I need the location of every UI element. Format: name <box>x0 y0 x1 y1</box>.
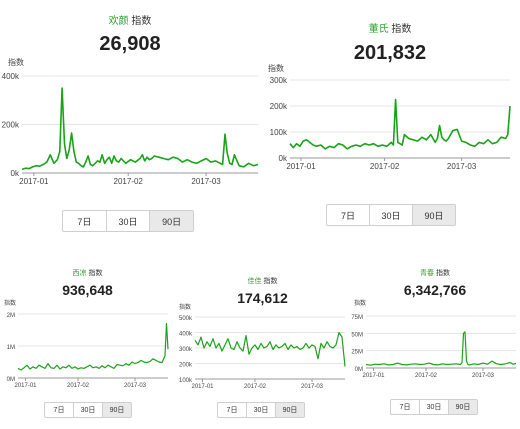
index-card-3: 佳佳 指数 174,612 指数 500k 400k 300k 200k 100k 2017-0… <box>175 262 350 429</box>
y-tick-label: 0k <box>279 154 288 163</box>
index-value: 936,648 <box>62 282 113 298</box>
y-tick-label: 0k <box>11 169 20 178</box>
index-value: 26,908 <box>99 33 161 55</box>
keyword-label: 青春 <box>420 270 435 277</box>
range-button-7d[interactable]: 7日 <box>218 403 247 417</box>
y-tick-label: 0M <box>355 367 363 373</box>
time-range-selector: 7日 30日 90日 <box>326 204 456 226</box>
range-button-90d[interactable]: 90日 <box>413 205 455 225</box>
x-tick-label: 2017-01 <box>14 383 37 389</box>
x-tick-label: 2017-03 <box>472 373 495 379</box>
x-tick-label: 2017-01 <box>362 373 385 379</box>
card-title: 董氏 指数 <box>260 20 520 35</box>
time-range-selector: 7日 30日 90日 <box>217 402 305 418</box>
x-tick-label: 2017-03 <box>301 384 324 390</box>
y-axis-label: 指数 <box>179 305 192 311</box>
x-tick-label: 2017-01 <box>286 162 316 171</box>
y-tick-label: 2M <box>7 313 15 319</box>
y-axis-label: 指数 <box>8 58 24 67</box>
x-tick-label: 2017-02 <box>370 162 400 171</box>
x-tick-label: 2017-03 <box>447 162 477 171</box>
range-button-90d[interactable]: 90日 <box>103 403 131 417</box>
series-line <box>289 98 511 150</box>
y-tick-label: 200k <box>2 121 20 130</box>
range-button-30d[interactable]: 30日 <box>247 403 276 417</box>
index-value: 6,342,766 <box>403 282 467 298</box>
range-button-30d[interactable]: 30日 <box>107 211 151 231</box>
y-tick-label: 300k <box>179 347 193 353</box>
x-tick-label: 2017-02 <box>67 383 90 389</box>
card-title: 青春 指数 <box>350 268 520 278</box>
index-value: 201,832 <box>353 42 427 64</box>
x-tick-label: 2017-03 <box>191 177 221 186</box>
y-tick-label: 200k <box>179 363 193 369</box>
x-tick-label: 2017-01 <box>19 177 49 186</box>
x-tick-label: 2017-02 <box>114 177 144 186</box>
index-card-2: 西凉 指数 936,648 指数 2M 1M 0M 2017-01 2017-02 2017-0… <box>0 262 175 429</box>
range-button-90d[interactable]: 90日 <box>150 211 193 231</box>
y-tick-label: 25M <box>351 350 363 356</box>
range-button-7d[interactable]: 7日 <box>327 205 370 225</box>
range-button-30d[interactable]: 30日 <box>420 400 449 414</box>
x-tick-label: 2017-02 <box>415 373 438 379</box>
index-value: 174,612 <box>237 290 288 306</box>
keyword-label: 西凉 <box>72 270 87 277</box>
keyword-label: 董氏 <box>368 24 389 35</box>
y-tick-label: 50M <box>351 332 363 338</box>
index-label: 指数 <box>435 270 450 277</box>
index-card-1: 董氏 指数 201,832 指数 300k 200k 100k 0k 2017-01 2017-… <box>260 0 520 240</box>
y-tick-label: 400k <box>179 332 193 338</box>
card-title: 佳佳 指数 <box>175 276 350 286</box>
series-line <box>365 331 517 366</box>
series-line <box>194 331 346 367</box>
range-button-90d[interactable]: 90日 <box>449 400 477 414</box>
y-tick-label: 100k <box>179 378 193 384</box>
y-tick-label: 1M <box>7 345 15 351</box>
y-tick-label: 500k <box>179 316 193 322</box>
index-label: 指数 <box>263 278 278 285</box>
range-button-30d[interactable]: 30日 <box>74 403 103 417</box>
series-line <box>21 87 259 171</box>
x-tick-label: 2017-03 <box>124 383 147 389</box>
card-title: 西凉 指数 <box>0 268 175 278</box>
y-tick-label: 400k <box>2 72 20 81</box>
y-axis-label: 指数 <box>4 301 17 307</box>
index-label: 指数 <box>131 16 152 27</box>
series-line <box>17 323 169 371</box>
range-button-90d[interactable]: 90日 <box>276 403 304 417</box>
y-axis-label: 指数 <box>354 301 367 307</box>
index-card-0: 欢颜 指数 26,908 指数 400k 200k 0k 2017-01 2017-02 201… <box>0 0 260 240</box>
x-tick-label: 2017-01 <box>191 384 214 390</box>
y-tick-label: 75M <box>351 315 363 321</box>
keyword-label: 欢颜 <box>108 16 129 27</box>
index-label: 指数 <box>391 24 412 35</box>
card-title: 欢颜 指数 <box>0 12 260 27</box>
time-range-selector: 7日 30日 90日 <box>44 402 132 418</box>
y-tick-label: 0M <box>7 377 15 383</box>
index-label: 指数 <box>88 270 103 277</box>
range-button-7d[interactable]: 7日 <box>63 211 107 231</box>
y-tick-label: 200k <box>270 102 288 111</box>
x-tick-label: 2017-02 <box>244 384 267 390</box>
y-tick-label: 100k <box>270 128 288 137</box>
range-button-7d[interactable]: 7日 <box>45 403 74 417</box>
y-tick-label: 300k <box>270 76 288 85</box>
time-range-selector: 7日 30日 90日 <box>390 399 478 415</box>
index-card-4: 青春 指数 6,342,766 指数 75M 50M 25M 0M 2017-01 2017-0… <box>350 262 520 429</box>
y-axis-label: 指数 <box>268 64 284 73</box>
range-button-7d[interactable]: 7日 <box>391 400 420 414</box>
time-range-selector: 7日 30日 90日 <box>62 210 194 232</box>
keyword-label: 佳佳 <box>247 278 262 285</box>
range-button-30d[interactable]: 30日 <box>370 205 413 225</box>
